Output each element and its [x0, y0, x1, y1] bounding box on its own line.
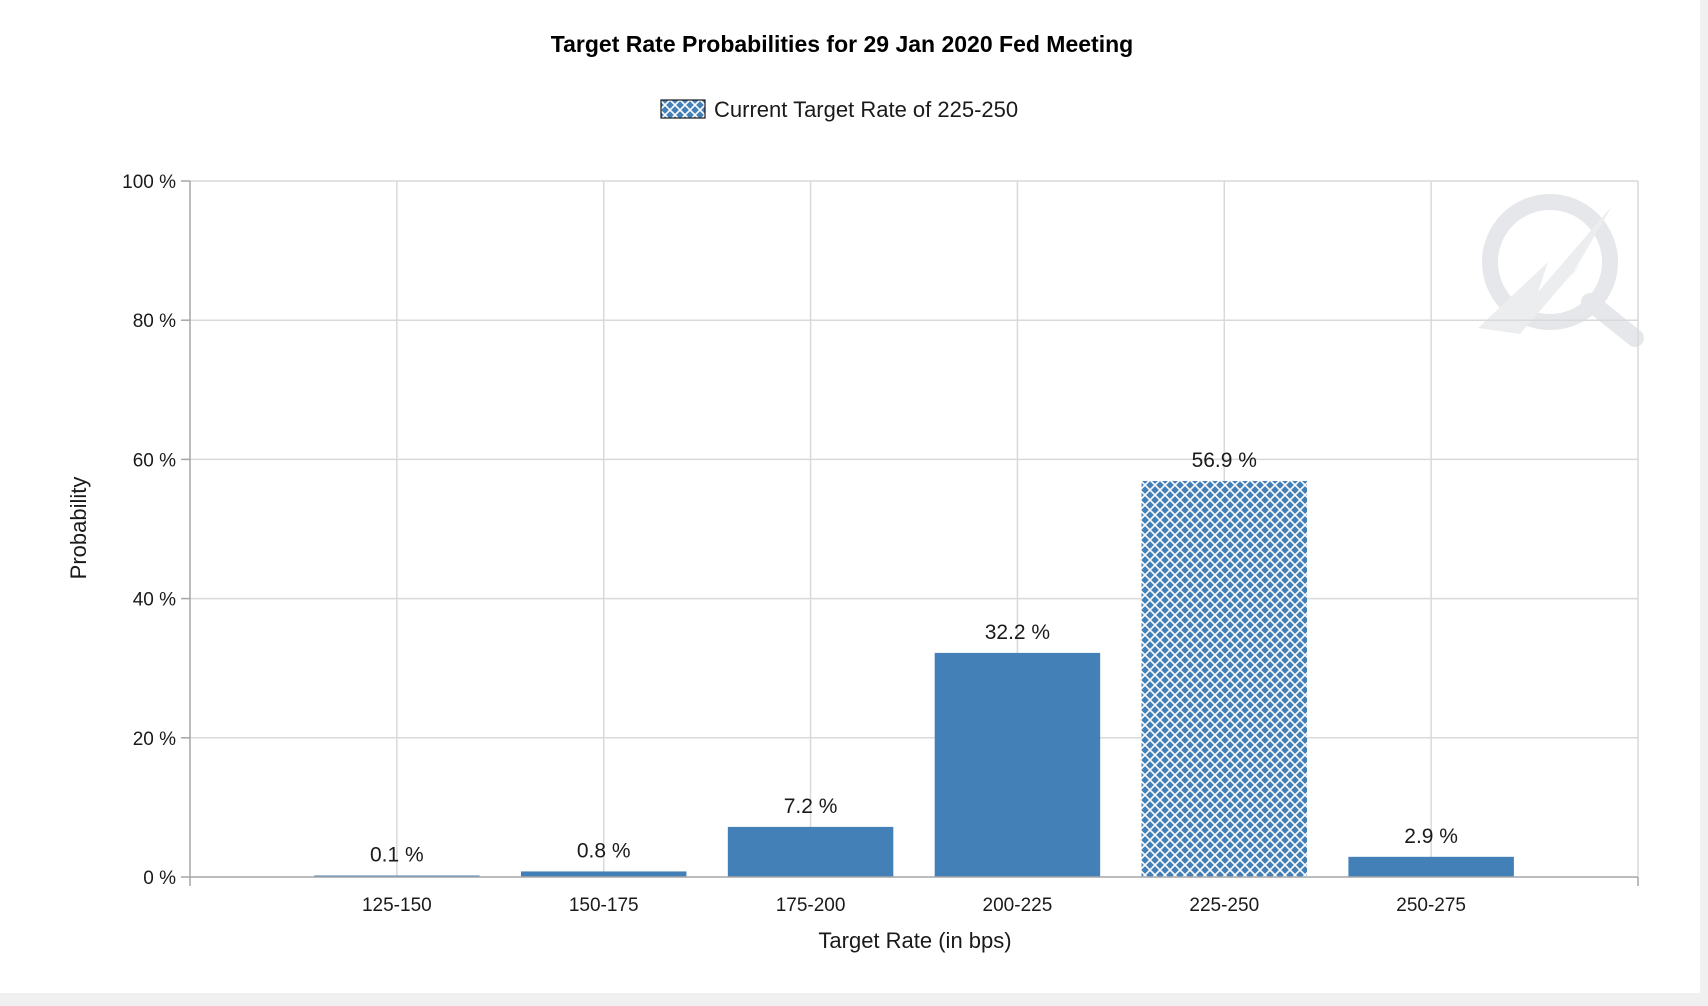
- data-label-175-200: 7.2 %: [784, 795, 838, 818]
- data-label-250-275: 2.9 %: [1404, 825, 1458, 848]
- data-label-125-150: 0.1 %: [370, 844, 424, 867]
- x-tick-label-250-275: 250-275: [1396, 895, 1466, 916]
- data-label-225-250: 56.9 %: [1192, 449, 1257, 472]
- y-tick-label: 0 %: [143, 868, 176, 889]
- data-label-200-225: 32.2 %: [985, 621, 1050, 644]
- y-axis-title: Probability: [66, 477, 91, 580]
- quikstrike-q-logo-watermark: [1478, 194, 1644, 347]
- legend-swatch: [660, 99, 706, 119]
- bars: [314, 480, 1514, 877]
- x-tick-label-200-225: 200-225: [983, 895, 1053, 916]
- bar-200-225: [934, 652, 1101, 877]
- x-tick-label-225-250: 225-250: [1189, 895, 1259, 916]
- legend: Current Target Rate of 225-250: [660, 97, 1018, 122]
- data-labels: 0.1 % 0.8 % 7.2 % 32.2 % 56.9 % 2.9 %: [370, 449, 1458, 867]
- bar-250-275: [1348, 856, 1514, 877]
- y-tick-label: 60 %: [133, 450, 176, 471]
- data-label-150-175: 0.8 %: [577, 839, 631, 862]
- axes: 0 % 20 % 40 % 60 % 80 % 100 % 125-150 150-175 17…: [122, 172, 1639, 916]
- y-tick-label: 80 %: [133, 311, 176, 332]
- x-tick-label-125-150: 125-150: [362, 895, 432, 916]
- legend-label: Current Target Rate of 225-250: [714, 97, 1018, 122]
- bar-175-200: [727, 826, 894, 877]
- frame-right-edge: [1700, 0, 1708, 1006]
- x-axis-title: Target Rate (in bps): [818, 928, 1011, 953]
- gridlines: [190, 180, 1639, 877]
- y-tick-label: 100 %: [122, 172, 176, 193]
- y-tick-label: 40 %: [133, 590, 176, 611]
- frame-bottom-edge: [0, 993, 1708, 1006]
- bar-150-175: [520, 871, 687, 877]
- x-tick-label-175-200: 175-200: [776, 895, 846, 916]
- bar-225-250: [1141, 480, 1308, 877]
- y-tick-label: 20 %: [133, 729, 176, 750]
- chart-title: Target Rate Probabilities for 29 Jan 202…: [551, 31, 1133, 57]
- x-tick-label-150-175: 150-175: [569, 895, 639, 916]
